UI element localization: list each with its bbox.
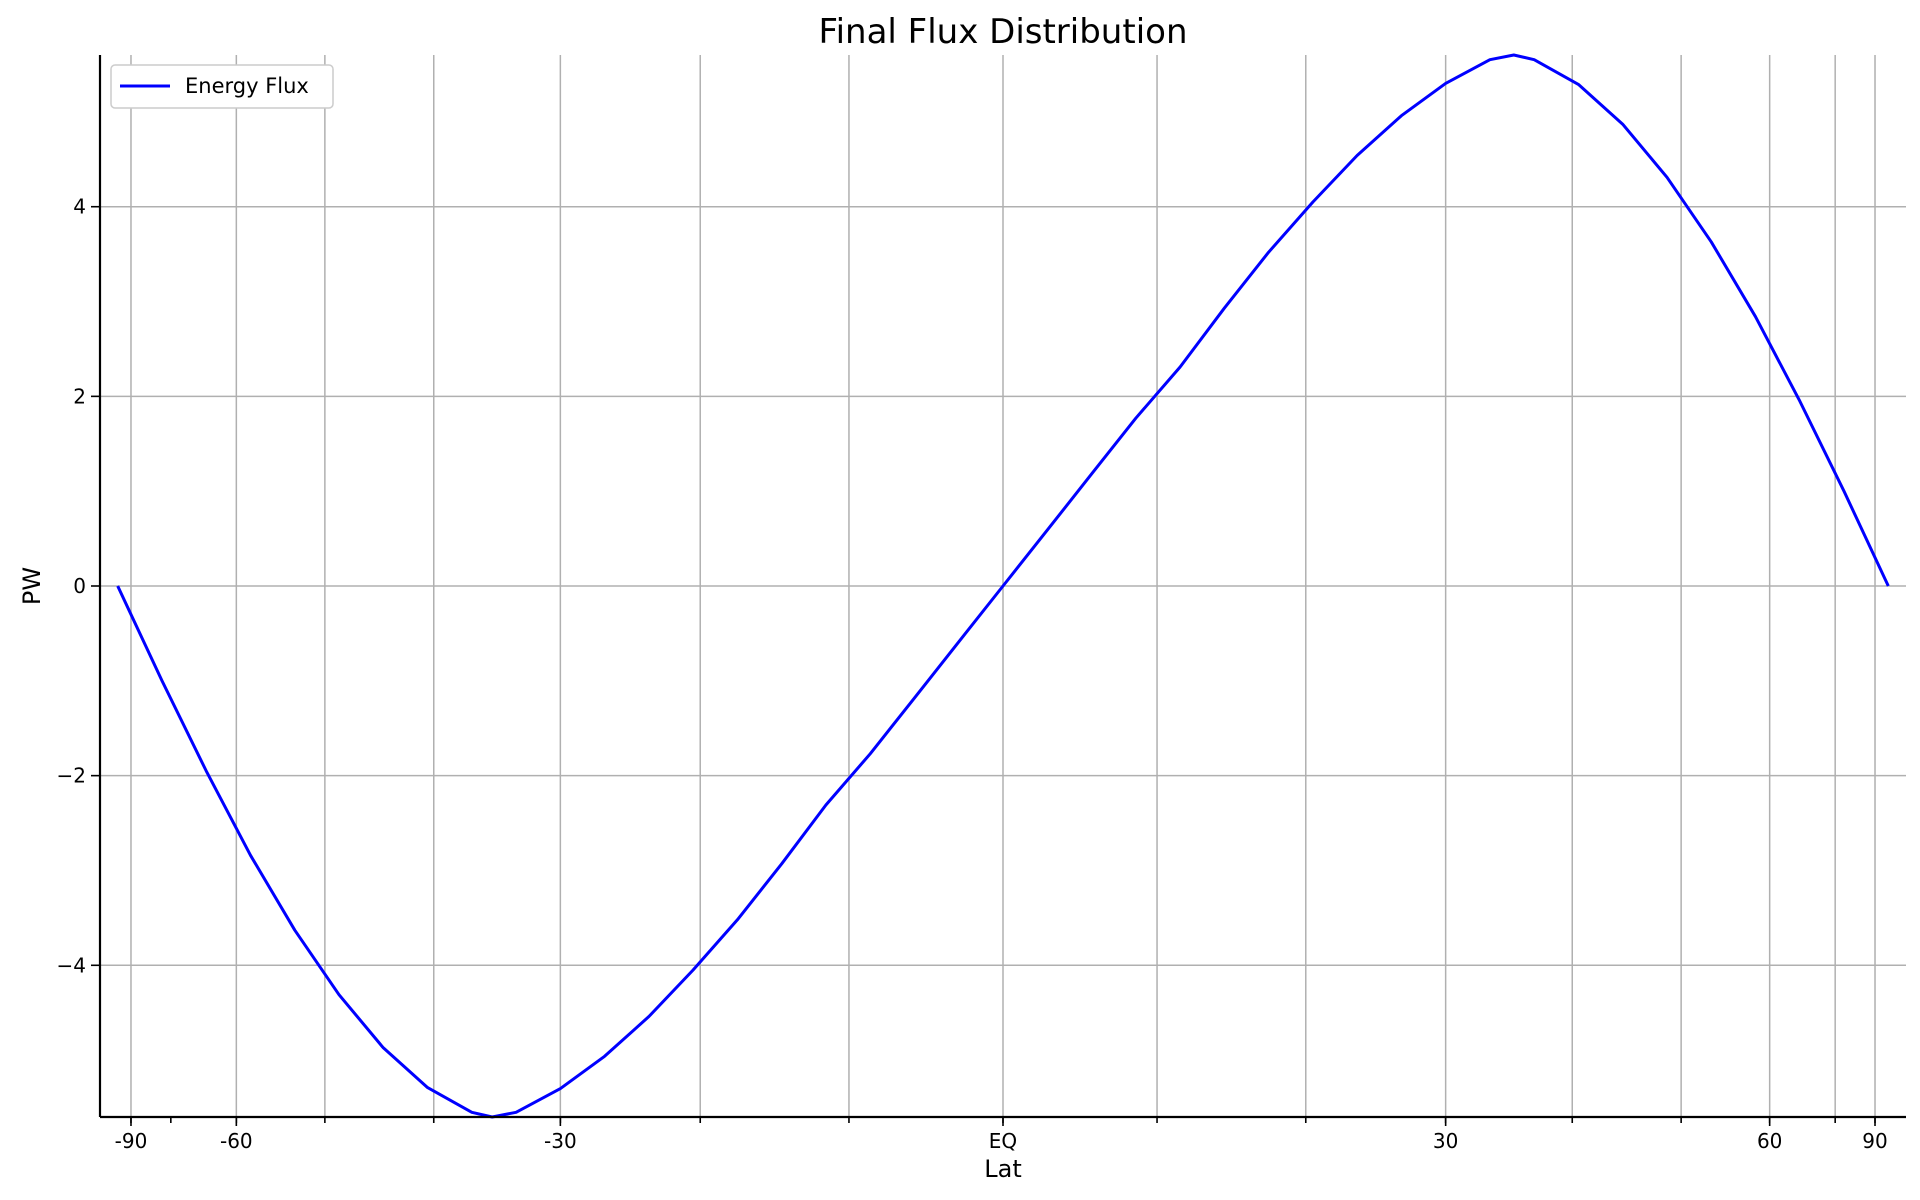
- x-tick-label-5: 60: [1757, 1129, 1782, 1153]
- y-tick-label-3: 2: [73, 384, 86, 408]
- x-tick-label-0: -90: [115, 1129, 148, 1153]
- series-line-0: [116, 53, 1890, 1119]
- x-tick-label-4: 30: [1433, 1129, 1458, 1153]
- y-tick-label-2: 0: [73, 574, 86, 598]
- y-tick-label-4: 4: [73, 195, 86, 219]
- y-axis-label: PW: [18, 567, 46, 605]
- x-axis-label: Lat: [984, 1155, 1022, 1183]
- grid-layer: [100, 55, 1906, 1117]
- series-layer: [116, 53, 1890, 1119]
- y-tick-label-1: −2: [57, 764, 86, 788]
- ticks-layer: -90 -60 -30 EQ 30 60 90 −4 −2 0 2 4: [57, 195, 1888, 1153]
- legend-box: [110, 64, 334, 109]
- x-tick-label-6: 90: [1862, 1129, 1887, 1153]
- y-tick-label-0: −4: [57, 953, 86, 977]
- legend: Energy Flux: [110, 64, 334, 109]
- x-tick-label-1: -60: [220, 1129, 253, 1153]
- legend-label-energy-flux: Energy Flux: [185, 74, 309, 98]
- x-tick-label-3: EQ: [989, 1129, 1017, 1153]
- x-tick-label-2: -30: [544, 1129, 577, 1153]
- chart-title: Final Flux Distribution: [818, 12, 1187, 52]
